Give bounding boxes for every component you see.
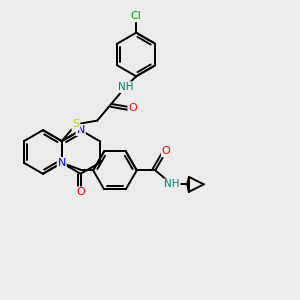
Text: NH: NH [118, 82, 133, 92]
Text: O: O [76, 187, 85, 197]
Text: S: S [72, 119, 79, 129]
Text: N: N [76, 125, 85, 135]
Text: N: N [58, 158, 66, 168]
Text: O: O [162, 146, 170, 157]
Text: O: O [128, 103, 137, 113]
Text: Cl: Cl [131, 11, 142, 21]
Text: NH: NH [164, 179, 180, 189]
